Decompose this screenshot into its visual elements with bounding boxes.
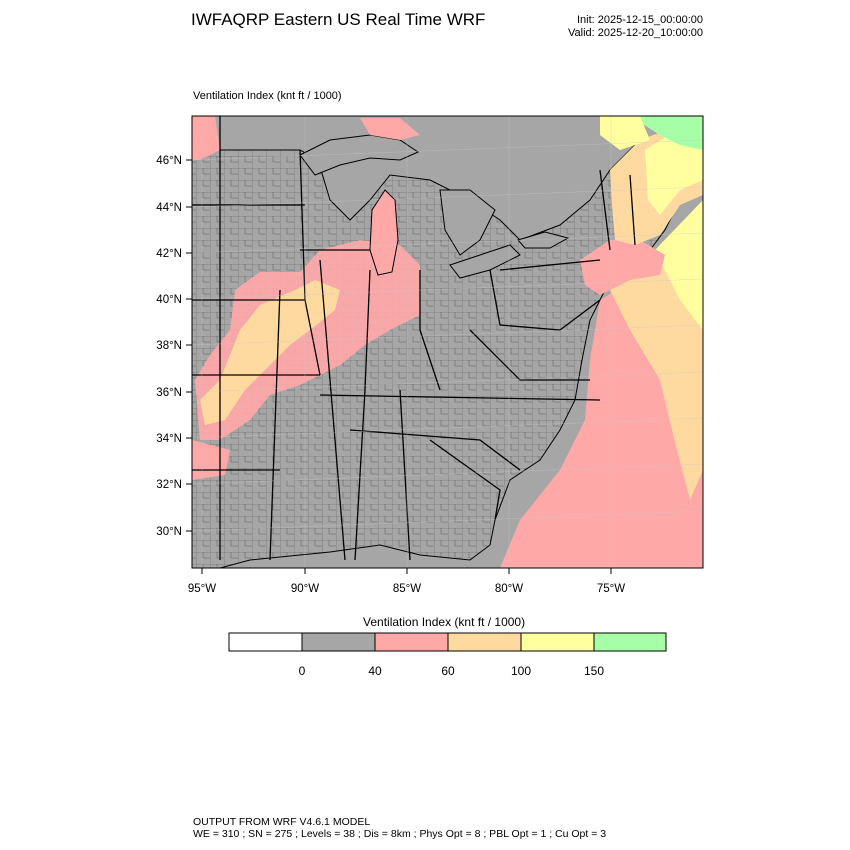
lake-erie — [449, 244, 521, 279]
nw-pink-region — [192, 116, 220, 160]
legend-bin — [520, 632, 595, 652]
lat-label: 36°N — [156, 387, 182, 399]
legend-bin — [228, 632, 303, 652]
lat-label: 30°N — [156, 526, 182, 538]
legend-bin — [374, 632, 449, 652]
legend-tick: 40 — [368, 664, 382, 678]
county-lines — [192, 120, 703, 568]
graticule — [192, 116, 703, 568]
lat-label: 44°N — [156, 202, 182, 214]
lat-label: 46°N — [156, 155, 182, 167]
legend-tick: 0 — [298, 664, 306, 678]
lake-huron — [439, 189, 496, 256]
legend-tick: 150 — [583, 664, 605, 678]
lat-label: 34°N — [156, 433, 182, 445]
footer-config-line: WE = 310 ; SN = 275 ; Levels = 38 ; Dis … — [193, 828, 607, 840]
lake-ontario — [517, 231, 570, 249]
map-frame — [191, 115, 704, 569]
legend-bin — [593, 632, 667, 652]
lon-label: 75°W — [597, 583, 625, 595]
atlantic-yellow-region — [655, 200, 703, 330]
lat-label: 40°N — [156, 294, 182, 306]
valid-time: Valid: 2025-12-20_10:00:00 — [568, 27, 703, 39]
legend-bin — [447, 632, 522, 652]
superior-north-pink — [360, 118, 420, 140]
northeast-green-region — [630, 116, 703, 150]
lon-label: 85°W — [393, 583, 421, 595]
init-time: Init: 2025-12-15_00:00:00 — [577, 14, 703, 26]
lake-michigan — [369, 189, 399, 276]
lat-label: 38°N — [156, 340, 182, 352]
map-title: IWFAQRP Eastern US Real Time WRF — [191, 10, 486, 29]
legend-bin — [301, 632, 376, 652]
footer-model-line: OUTPUT FROM WRF V4.6.1 MODEL — [193, 816, 371, 828]
midwest-pink-region — [195, 240, 420, 440]
lat-label: 42°N — [156, 248, 182, 260]
legend-colorbar — [228, 632, 667, 652]
lon-label: 90°W — [291, 583, 319, 595]
legend-title: Ventilation Index (knt ft / 1000) — [363, 615, 526, 629]
lon-label: 80°W — [495, 583, 523, 595]
atlantic-orange-region — [610, 240, 703, 500]
lat-label: 32°N — [156, 479, 182, 491]
longitude-axis: 95°W 90°W 85°W 80°W 75°W — [188, 568, 625, 595]
legend-tick: 60 — [441, 664, 455, 678]
field-label: Ventilation Index (knt ft / 1000) — [193, 90, 342, 102]
lon-label: 95°W — [188, 583, 216, 595]
quebec-yellow-region — [600, 116, 650, 150]
legend-tick: 100 — [510, 664, 532, 678]
latitude-axis: 46°N 44°N 42°N 40°N 38°N 36°N 34°N 32°N … — [156, 155, 192, 538]
map-plot-area — [192, 116, 703, 568]
lake-superior — [299, 134, 420, 176]
northeast-pink-region — [580, 240, 665, 295]
